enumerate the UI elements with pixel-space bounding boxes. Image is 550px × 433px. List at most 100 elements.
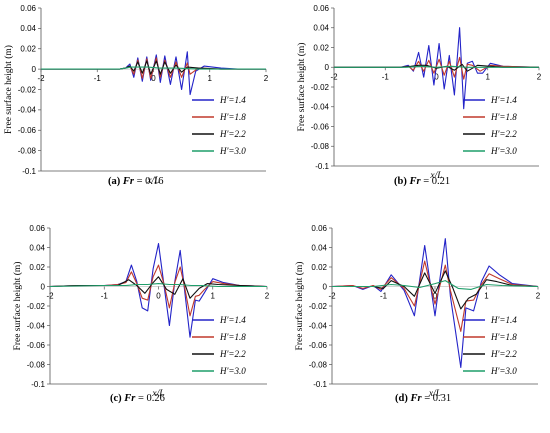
x-axis-label: x/L <box>428 389 441 399</box>
y-tick-label: 0.04 <box>29 243 45 252</box>
y-tick-label: -0.06 <box>27 341 46 350</box>
series-line-2 <box>49 264 268 317</box>
y-tick-label: -0.04 <box>309 321 328 330</box>
series-line-3 <box>334 63 539 72</box>
y-tick-label: -0.04 <box>18 106 37 115</box>
x-axis-label: x/L <box>151 389 164 399</box>
froude-symbol: Fr <box>409 176 421 187</box>
x-tick-label: -2 <box>330 72 338 81</box>
y-tick-label: -0.08 <box>27 360 46 369</box>
legend-label: H'=1.8 <box>490 112 517 122</box>
series-line-4 <box>334 65 539 68</box>
froude-value: = 0.21 <box>420 176 451 187</box>
x-tick-label: 1 <box>486 72 491 81</box>
y-tick-label: -0.1 <box>313 380 327 389</box>
series-line-4 <box>49 283 267 288</box>
y-tick-label: 0.06 <box>313 4 329 13</box>
y-tick-label: -0.08 <box>18 146 37 155</box>
froude-value: = 0.16 <box>133 176 164 187</box>
panel-caption: (c) Fr = 0.26 <box>110 393 165 404</box>
legend-label: H'=1.4 <box>219 95 246 105</box>
legend-label: H'=3.0 <box>490 146 517 156</box>
legend-label: H'=1.4 <box>490 315 517 325</box>
y-tick-label: 0 <box>41 282 46 291</box>
y-tick-label: 0.04 <box>20 24 36 33</box>
y-tick-label: 0.02 <box>313 43 329 52</box>
series-line-2 <box>334 56 540 80</box>
y-axis-label: Free surface height (m) <box>12 262 23 351</box>
x-tick-label: 2 <box>537 72 542 81</box>
x-tick-label: 0 <box>151 74 156 83</box>
y-tick-label: 0.06 <box>20 4 36 13</box>
y-tick-label: -0.08 <box>309 360 328 369</box>
legend-label: H'=1.8 <box>490 332 517 342</box>
y-tick-label: 0.04 <box>311 243 327 252</box>
x-tick-label: -2 <box>37 74 45 83</box>
y-tick-label: -0.1 <box>31 380 45 389</box>
y-tick-label: 0.04 <box>313 24 329 33</box>
y-tick-label: -0.04 <box>311 103 330 112</box>
x-tick-label: 2 <box>536 292 541 301</box>
y-tick-label: -0.02 <box>311 83 330 92</box>
froude-value: = 0.31 <box>421 393 452 404</box>
series-line-3 <box>41 60 266 75</box>
y-tick-label: -0.06 <box>309 341 328 350</box>
froude-symbol: Fr <box>122 176 134 187</box>
legend-label: H'=1.8 <box>219 112 246 122</box>
y-tick-label: -0.08 <box>311 142 330 151</box>
y-axis-label: Free surface height (m) <box>296 43 307 132</box>
legend-label: H'=2.2 <box>219 129 246 139</box>
y-tick-label: -0.1 <box>315 162 329 171</box>
y-tick-label: 0 <box>323 282 328 291</box>
y-tick-label: -0.06 <box>311 122 330 131</box>
x-tick-label: 1 <box>208 74 213 83</box>
froude-symbol: Fr <box>124 393 136 404</box>
y-tick-label: -0.1 <box>22 167 36 176</box>
legend-label: H'=2.2 <box>490 349 517 359</box>
legend-label: H'=2.2 <box>219 349 246 359</box>
y-tick-label: 0.02 <box>29 263 45 272</box>
x-tick-label: -1 <box>101 292 109 301</box>
legend-label: H'=3.0 <box>219 146 246 156</box>
legend-label: H'=3.0 <box>490 366 517 376</box>
legend-label: H'=1.4 <box>219 315 246 325</box>
panel-label: (d) <box>395 393 408 404</box>
legend-label: H'=3.0 <box>219 366 246 376</box>
froude-value: = 0.26 <box>135 393 165 404</box>
x-tick-label: -1 <box>382 72 390 81</box>
froude-symbol: Fr <box>410 393 422 404</box>
x-tick-label: 0 <box>434 72 439 81</box>
x-tick-label: -1 <box>94 74 102 83</box>
panel-label: (c) <box>110 393 122 404</box>
x-tick-label: 2 <box>265 292 270 301</box>
panel-label: (a) <box>108 176 121 187</box>
y-axis-label: Free surface height (m) <box>294 262 305 351</box>
x-tick-label: 1 <box>211 292 216 301</box>
y-tick-label: 0 <box>32 65 37 74</box>
x-tick-label: -1 <box>380 292 388 301</box>
legend-label: H'=1.4 <box>490 95 517 105</box>
x-axis-label: x/L <box>429 171 442 181</box>
y-axis-label: Free surface height (m) <box>3 45 14 134</box>
x-tick-label: 2 <box>264 74 269 83</box>
panel-label: (b) <box>394 176 407 187</box>
x-tick-label: -2 <box>46 292 54 301</box>
y-tick-label: 0.06 <box>311 224 327 233</box>
y-tick-label: 0.06 <box>29 224 45 233</box>
y-tick-label: -0.02 <box>27 302 46 311</box>
legend-label: H'=2.2 <box>490 129 517 139</box>
x-axis-label: x/L <box>146 176 159 186</box>
series-line-4 <box>41 66 266 70</box>
y-tick-label: -0.02 <box>309 302 328 311</box>
x-tick-label: 1 <box>484 292 489 301</box>
y-tick-label: -0.06 <box>18 126 37 135</box>
legend-label: H'=1.8 <box>219 332 246 342</box>
y-tick-label: -0.04 <box>27 321 46 330</box>
x-tick-label: -2 <box>328 292 336 301</box>
y-tick-label: 0.02 <box>311 263 327 272</box>
panel-caption: (b) Fr = 0.21 <box>394 176 450 187</box>
y-tick-label: 0 <box>325 63 330 72</box>
panel-caption: (d) Fr = 0.31 <box>395 393 451 404</box>
